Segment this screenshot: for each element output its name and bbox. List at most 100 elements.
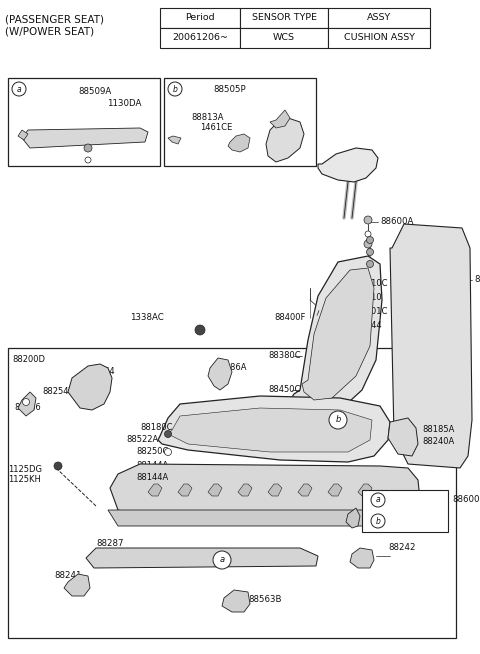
Polygon shape	[158, 396, 390, 462]
Text: 88600A: 88600A	[380, 218, 413, 226]
Text: 88186A: 88186A	[214, 364, 247, 373]
Text: 88240A: 88240A	[422, 438, 454, 447]
Polygon shape	[302, 268, 374, 400]
Circle shape	[84, 144, 92, 152]
Circle shape	[54, 462, 62, 470]
Polygon shape	[346, 508, 360, 528]
Text: b: b	[173, 84, 178, 94]
Text: 88509A: 88509A	[78, 88, 112, 97]
Text: a: a	[219, 555, 225, 564]
Text: 88344: 88344	[355, 322, 382, 330]
Text: (W/POWER SEAT): (W/POWER SEAT)	[5, 26, 94, 36]
Polygon shape	[390, 224, 472, 468]
Text: (PASSENGER SEAT): (PASSENGER SEAT)	[5, 14, 104, 24]
Text: 88505P: 88505P	[214, 86, 246, 94]
Bar	[362, 490, 448, 532]
Circle shape	[213, 551, 231, 569]
Text: 88144A: 88144A	[136, 462, 168, 470]
Bar	[328, 8, 430, 28]
Text: 88600G: 88600G	[452, 496, 480, 504]
Text: 88610: 88610	[355, 294, 382, 303]
Text: 1338AC: 1338AC	[130, 313, 164, 322]
Circle shape	[329, 411, 347, 429]
Text: CUSHION ASSY: CUSHION ASSY	[344, 33, 415, 43]
Circle shape	[364, 216, 372, 224]
Text: 88144A: 88144A	[136, 473, 168, 483]
Text: 88450C: 88450C	[268, 385, 300, 394]
Text: 88610C: 88610C	[355, 279, 387, 288]
Circle shape	[23, 398, 29, 405]
Text: 20061206~: 20061206~	[172, 33, 228, 43]
Circle shape	[85, 157, 91, 163]
Bar	[164, 78, 316, 166]
Text: 88522A: 88522A	[126, 436, 158, 445]
Polygon shape	[86, 548, 318, 568]
Polygon shape	[328, 484, 342, 496]
Circle shape	[365, 231, 371, 237]
Circle shape	[367, 260, 373, 267]
Text: 88563B: 88563B	[248, 596, 281, 604]
Circle shape	[367, 237, 373, 243]
Text: 88180C: 88180C	[140, 424, 172, 432]
Text: Period: Period	[185, 14, 215, 22]
Polygon shape	[350, 548, 374, 568]
Text: ASSY: ASSY	[367, 14, 391, 22]
Text: 1461CE: 1461CE	[200, 124, 232, 133]
Text: SENSOR TYPE: SENSOR TYPE	[252, 14, 316, 22]
Text: 88400F: 88400F	[274, 313, 305, 322]
Circle shape	[371, 493, 385, 507]
Text: 1130DA: 1130DA	[107, 99, 142, 109]
Polygon shape	[178, 484, 192, 496]
Circle shape	[12, 82, 26, 96]
Text: 88254Y: 88254Y	[42, 388, 73, 396]
Text: a: a	[376, 496, 380, 504]
Polygon shape	[238, 484, 252, 496]
Polygon shape	[22, 128, 148, 148]
Text: 88380C: 88380C	[268, 351, 300, 360]
Polygon shape	[228, 134, 250, 152]
Text: 88086: 88086	[14, 404, 41, 413]
Polygon shape	[358, 484, 372, 496]
Text: 88064: 88064	[88, 368, 115, 377]
Bar	[160, 8, 240, 28]
Text: 88241: 88241	[54, 572, 82, 581]
Text: 88813A: 88813A	[191, 114, 224, 122]
Text: b: b	[336, 415, 341, 424]
Polygon shape	[148, 484, 162, 496]
Bar	[328, 28, 430, 48]
Text: 1125KH: 1125KH	[8, 475, 41, 485]
Bar	[8, 78, 160, 166]
Polygon shape	[110, 464, 420, 522]
Text: 1125DG: 1125DG	[8, 466, 42, 475]
Polygon shape	[168, 408, 372, 452]
Polygon shape	[208, 484, 222, 496]
Circle shape	[165, 430, 171, 438]
Polygon shape	[222, 590, 250, 612]
Text: 88401C: 88401C	[355, 307, 387, 317]
Polygon shape	[208, 358, 232, 390]
Text: 88185A: 88185A	[422, 426, 455, 434]
Polygon shape	[18, 392, 36, 416]
Circle shape	[195, 325, 205, 335]
Circle shape	[165, 449, 171, 455]
Text: b: b	[375, 517, 381, 526]
Polygon shape	[64, 574, 90, 596]
Polygon shape	[108, 510, 424, 526]
Polygon shape	[168, 136, 181, 144]
Circle shape	[364, 240, 372, 248]
Polygon shape	[268, 484, 282, 496]
Polygon shape	[290, 256, 382, 414]
Text: 88287: 88287	[96, 540, 123, 549]
Polygon shape	[270, 110, 290, 128]
Polygon shape	[18, 130, 28, 140]
Polygon shape	[298, 484, 312, 496]
Circle shape	[371, 514, 385, 528]
Polygon shape	[388, 418, 418, 456]
Text: 88516B: 88516B	[372, 515, 406, 525]
Bar	[240, 28, 328, 48]
Bar	[160, 28, 240, 48]
Bar	[240, 8, 328, 28]
Text: 88242: 88242	[388, 543, 416, 553]
Text: 88250C: 88250C	[136, 447, 168, 456]
Text: 88516C: 88516C	[372, 506, 406, 515]
